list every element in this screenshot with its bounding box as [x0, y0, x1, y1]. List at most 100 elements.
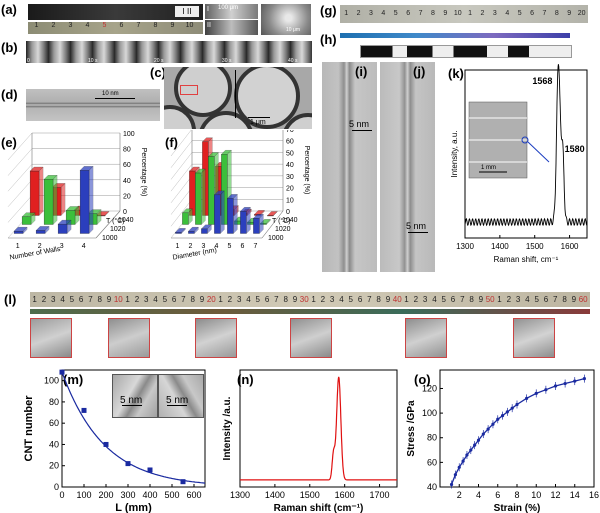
roman-i-label: I	[182, 7, 185, 16]
bar-side	[44, 226, 50, 234]
data-point	[473, 443, 477, 447]
ruler-tick-label: 7	[418, 10, 423, 17]
data-point	[500, 413, 505, 418]
ruler-a: 1 2 3 4 5 6 7 8 9 10	[28, 22, 203, 34]
plot-frame	[464, 69, 588, 239]
y-axis-label: Stress /GPa	[406, 400, 417, 457]
bubble-sequence-strip	[26, 41, 312, 63]
data-point	[534, 391, 538, 395]
y-tick-label: 80	[123, 147, 131, 154]
ruler-tick-label: 7	[542, 10, 547, 17]
panel-label-j: (j)	[413, 64, 426, 79]
ruler-tick-label: 2	[134, 295, 140, 304]
bar-side	[60, 183, 66, 216]
panel-label-h: (h)	[320, 32, 337, 47]
x-tick-label: 1400	[491, 242, 509, 251]
data-point	[505, 410, 509, 414]
ruler-tick-label: 8	[190, 295, 195, 304]
ruler-tick-label: 3	[515, 295, 521, 304]
x-tick-label: 1700	[370, 490, 390, 500]
cnt-long-strip	[30, 309, 590, 314]
ruler-tick-label: 60	[578, 295, 588, 304]
y-tick-label: 60	[427, 457, 437, 467]
z-axis-label: T (°C)	[106, 217, 125, 225]
ruler-tick-label: 7	[181, 295, 186, 304]
x-tick-label: 1600	[335, 490, 355, 500]
bar-1000-3	[57, 223, 68, 234]
ruler-tick-label: 1	[218, 295, 223, 304]
ruler-l-ticks: 1 2 3 4 5 6 7 8 9 10 1 2 3 4 5 6 7 8 9 20 1 2 3 4 5 6 7 8 9 30 1 2 3 4 5 6 7…	[30, 295, 588, 304]
ruler-tick-label: 3	[422, 295, 428, 304]
ruler-tick-label: 5	[348, 295, 353, 304]
y-tick-label: 100	[123, 131, 135, 138]
bar-1000-1	[175, 232, 182, 234]
bar-side	[22, 226, 28, 234]
y-tick-label: 0	[286, 209, 290, 216]
grid-line	[7, 132, 33, 161]
ruler-tick-label: 3	[329, 295, 335, 304]
grid-line	[170, 140, 193, 168]
bar-side	[188, 208, 193, 225]
data-point	[125, 461, 131, 467]
x-tick-label: 1600	[561, 242, 579, 251]
bar-side	[181, 227, 186, 234]
bar-side	[194, 226, 199, 234]
data-point	[453, 473, 457, 477]
ruler-tick-label: 9	[567, 10, 572, 17]
panel-label-d: (d)	[1, 87, 18, 102]
bar-side	[246, 206, 251, 234]
ruler-tick-label: 5	[255, 295, 260, 304]
ruler-tick-label: 30	[299, 295, 309, 304]
x-axis-label: Strain (%)	[494, 503, 541, 513]
tem-inset-m1	[112, 374, 158, 418]
bar-1000-3	[201, 228, 208, 234]
sem-inset-l5	[405, 318, 447, 358]
grid-line	[7, 148, 33, 176]
ruler-tick-label: 8	[430, 10, 435, 17]
y-tick-label: 30	[286, 174, 294, 181]
roman-ii-tag: II	[207, 22, 211, 29]
grid-line	[170, 152, 193, 180]
data-point	[510, 406, 514, 410]
z-tick-label: 1000	[102, 235, 118, 242]
scale-10um: 10 μm	[286, 27, 300, 33]
data-point	[465, 453, 469, 457]
y-tick-label: 120	[422, 383, 437, 393]
panel-label-i: (i)	[355, 64, 368, 79]
bar-side	[266, 218, 271, 225]
data-point	[476, 438, 481, 442]
y-tick-label: 40	[49, 439, 59, 449]
bar-side	[52, 174, 58, 225]
bar-side	[66, 219, 72, 234]
plot-frame	[61, 369, 206, 488]
time-mark-30: 30 s	[222, 58, 232, 64]
ruler-tick-label: 10	[185, 22, 194, 29]
peak-label-1580: 1580	[565, 144, 585, 154]
panel-label-e: (e)	[1, 135, 17, 150]
ruler-tick-label: 1	[125, 295, 130, 304]
ruler-tick-label: 2	[480, 10, 485, 17]
bar-1000-4	[214, 194, 221, 234]
film-strip-colored	[340, 33, 570, 38]
ruler-tick-label: 7	[136, 22, 141, 29]
ruler-tick-label: 6	[78, 295, 84, 304]
ruler-tick-label: 2	[413, 295, 419, 304]
ruler-tick-label: 9	[571, 295, 577, 304]
chart-m-cnt-number: 0 100 200 300 400 500 600 0 20 40 60 80 100 L (mm) CNT…	[23, 369, 206, 513]
sem-inset-l6	[513, 318, 555, 358]
ruler-tick-label: 7	[88, 295, 93, 304]
bar-1020-2	[43, 179, 54, 225]
x-tick-label: 3	[60, 243, 64, 250]
x-axis-label: Raman shift (cm⁻¹)	[274, 503, 364, 513]
panel-label-o: (o)	[414, 372, 431, 387]
bar-1000-6	[240, 211, 247, 234]
ruler-tick-label: 5	[69, 295, 75, 304]
data-point	[180, 479, 186, 485]
x-tick-label: 200	[98, 490, 113, 500]
ruler-tick-label: 7	[460, 295, 465, 304]
bar-side	[30, 212, 36, 225]
ruler-tick-label: 1	[404, 295, 409, 304]
z-axis-label: T (°C)	[272, 217, 291, 225]
y-tick-label: 100	[422, 408, 437, 418]
ruler-tick-label: 9	[170, 22, 175, 29]
